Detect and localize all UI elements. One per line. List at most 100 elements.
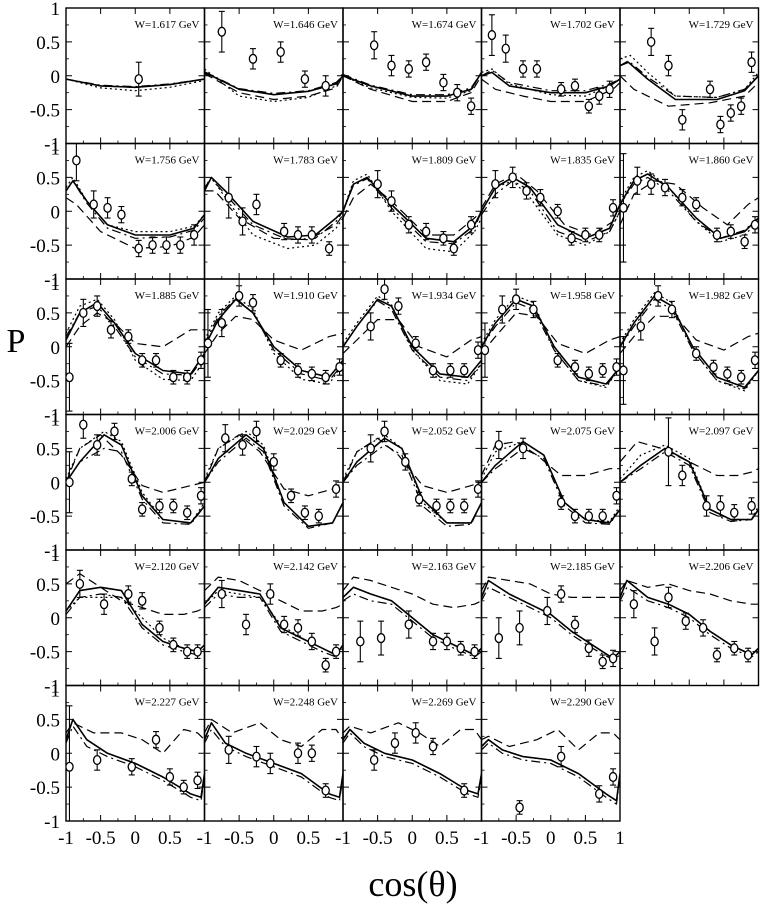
data-point [366, 443, 375, 454]
data-point [608, 202, 618, 213]
data-point [515, 622, 524, 633]
data-point [124, 331, 133, 342]
panel: W=1.674 GeV [342, 7, 483, 145]
curve-dashed [66, 722, 205, 754]
data-point [314, 511, 324, 522]
data-point [456, 643, 465, 654]
panel-label: W=2.269 GeV [412, 697, 477, 709]
data-point [127, 761, 137, 772]
data-point [252, 751, 261, 762]
curve-dotted [204, 176, 343, 250]
data-point [449, 243, 459, 254]
x-tick-label: -1 [58, 828, 74, 849]
data-point [532, 63, 542, 75]
data-point [411, 727, 420, 738]
data-point [453, 87, 462, 98]
data-point [394, 301, 403, 312]
data-point [124, 588, 133, 600]
curve-dotted [343, 434, 482, 524]
data-point [293, 748, 303, 759]
data-points [221, 420, 341, 524]
y-axis-label: P [7, 323, 26, 360]
data-point [79, 307, 88, 318]
panel-label: W=1.885 GeV [135, 290, 200, 302]
y-tick-label: -0.5 [30, 643, 60, 664]
curve-solid [204, 298, 343, 378]
data-point [380, 284, 389, 295]
model-curves [343, 434, 482, 527]
data-point [570, 362, 580, 373]
data-point [401, 456, 410, 467]
curve-dotted [481, 441, 620, 523]
data-points [356, 610, 479, 663]
data-point [307, 636, 317, 647]
data-point [224, 744, 233, 755]
data-points [491, 166, 618, 246]
data-point [620, 365, 628, 376]
data-point [664, 60, 673, 71]
data-point [439, 233, 448, 244]
y-tick-label: -0.5 [30, 236, 60, 257]
panel-label: W=2.290 GeV [550, 697, 615, 709]
x-tick-label: -1 [335, 828, 351, 849]
curve-dash-dot [620, 298, 759, 390]
panel: W=2.029 GeV [203, 413, 344, 551]
panel: W=1.809 GeV [342, 142, 483, 280]
panel-label: W=2.029 GeV [273, 426, 338, 438]
data-point [736, 372, 746, 383]
panel: W=1.982 GeV [619, 278, 760, 416]
model-curves [66, 78, 205, 92]
curve-dashed [66, 197, 205, 250]
data-point [481, 345, 490, 356]
data-point [667, 304, 677, 315]
data-points [224, 735, 330, 798]
data-points [217, 579, 341, 673]
curve-dash-dot [343, 178, 482, 245]
data-point [380, 426, 389, 437]
model-curves [343, 71, 482, 103]
data-point [553, 206, 562, 217]
panel: W=1.910 GeV [203, 278, 344, 416]
data-point [66, 372, 74, 383]
panel: W=1.783 GeV [203, 142, 344, 280]
curve-dashed [66, 312, 205, 348]
x-tick-label: 1 [615, 828, 625, 849]
panel-label: W=2.075 GeV [550, 426, 615, 438]
y-tick-label: -1 [44, 270, 60, 291]
data-point [584, 511, 594, 522]
data-point [369, 40, 379, 51]
data-point [72, 155, 81, 166]
data-point [664, 446, 673, 457]
data-points [494, 585, 618, 670]
data-point [629, 599, 639, 610]
curve-dotted [66, 596, 205, 653]
model-curves [343, 173, 482, 253]
x-tick-label: -0.5 [224, 828, 254, 849]
data-point [66, 761, 74, 772]
model-curves [481, 728, 620, 805]
data-point [736, 101, 746, 112]
model-curves [343, 295, 482, 385]
data-point [740, 236, 749, 247]
data-point [446, 365, 455, 376]
data-point [653, 290, 663, 301]
curve-solid [343, 728, 482, 795]
data-point [743, 649, 753, 661]
data-point [432, 500, 441, 512]
curve-dotted [343, 586, 482, 656]
curve-dashed [481, 312, 620, 355]
data-point [678, 192, 687, 203]
curve-dotted [204, 590, 343, 656]
data-point [248, 297, 258, 308]
curve-dashed [481, 78, 620, 103]
data-point [498, 304, 507, 315]
data-point [712, 649, 722, 661]
data-point [92, 301, 102, 312]
data-point [151, 355, 161, 366]
data-point [92, 754, 102, 766]
panel-label: W=1.982 GeV [689, 290, 754, 302]
data-points [134, 61, 143, 97]
data-point [373, 179, 382, 190]
data-point [176, 240, 185, 251]
data-point [747, 57, 756, 68]
